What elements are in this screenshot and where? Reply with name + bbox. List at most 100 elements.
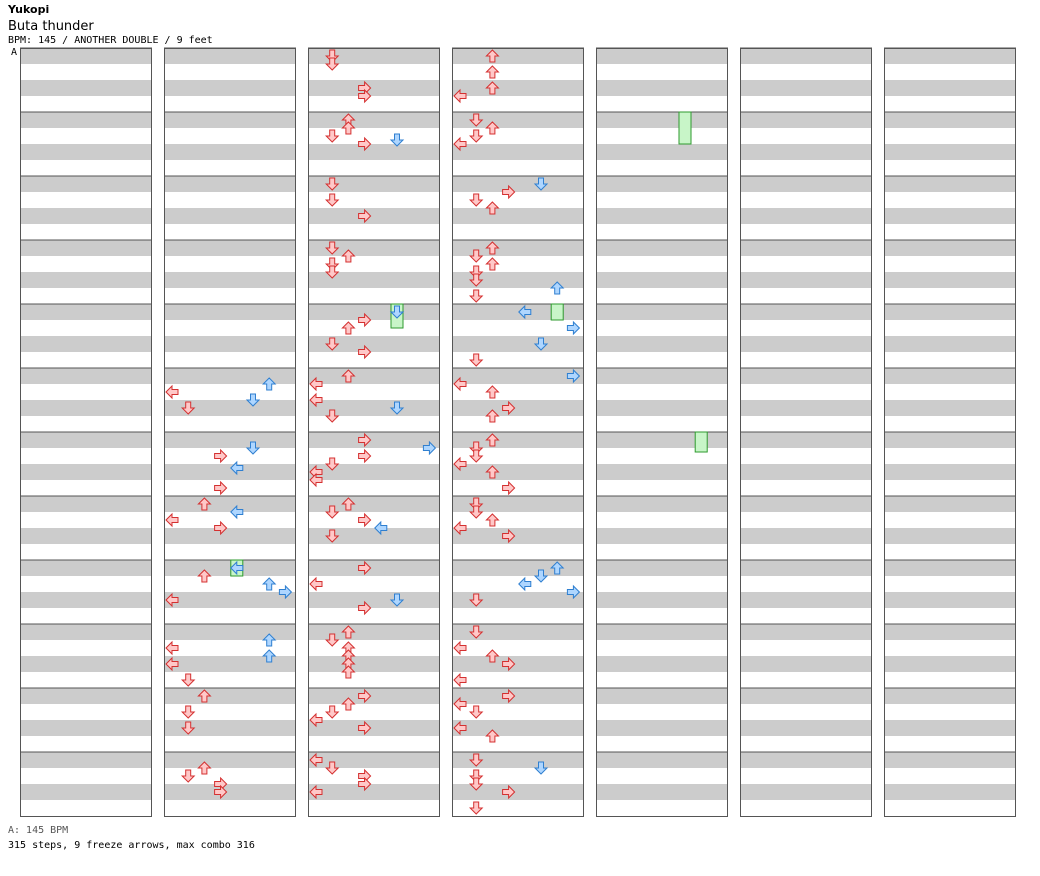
beat-band <box>452 256 584 272</box>
beat-band <box>452 528 584 544</box>
beat-band <box>20 704 152 720</box>
left-arrow-note <box>518 304 532 320</box>
beat-band <box>452 640 584 656</box>
left-arrow-note <box>165 640 179 656</box>
left-arrow-note <box>518 576 532 592</box>
beat-band <box>452 288 584 304</box>
right-arrow-note <box>358 312 372 328</box>
beat-band <box>452 384 584 400</box>
beat-band <box>596 736 728 752</box>
beat-band <box>740 48 872 64</box>
beat-band <box>884 672 1016 688</box>
down-arrow-note <box>468 113 484 127</box>
up-arrow-note <box>485 121 500 135</box>
chart-column <box>20 47 152 817</box>
beat-band <box>596 224 728 240</box>
beat-band <box>740 720 872 736</box>
beat-band <box>164 400 296 416</box>
beat-band <box>308 432 440 448</box>
beat-band <box>308 176 440 192</box>
beat-band <box>308 208 440 224</box>
beat-band <box>452 240 584 256</box>
down-arrow-note <box>533 569 549 583</box>
down-arrow-note <box>468 449 484 463</box>
beat-band <box>164 512 296 528</box>
beat-band <box>164 448 296 464</box>
chart-stats: 315 steps, 9 freeze arrows, max combo 31… <box>8 840 255 851</box>
beat-band <box>884 576 1016 592</box>
right-arrow-note <box>566 584 581 600</box>
right-arrow-note <box>422 440 437 456</box>
down-arrow-note <box>324 57 340 71</box>
down-arrow-note <box>324 193 340 207</box>
beat-band <box>452 704 584 720</box>
down-arrow-note <box>324 177 340 191</box>
right-arrow-note <box>502 656 516 672</box>
beat-band <box>740 736 872 752</box>
left-arrow-note <box>165 512 179 528</box>
beat-band <box>596 768 728 784</box>
beat-band <box>308 192 440 208</box>
beat-band <box>884 560 1016 576</box>
beat-band <box>164 656 296 672</box>
beat-band <box>164 784 296 800</box>
beat-band <box>596 480 728 496</box>
beat-band <box>308 112 440 128</box>
beat-band <box>884 608 1016 624</box>
up-arrow-note <box>485 241 500 255</box>
left-arrow-note <box>453 456 467 472</box>
down-arrow-note <box>468 273 484 287</box>
beat-band <box>308 512 440 528</box>
beat-band <box>740 176 872 192</box>
beat-band <box>452 192 584 208</box>
beat-band <box>740 80 872 96</box>
left-arrow-note <box>453 376 467 392</box>
right-arrow-note <box>566 320 581 336</box>
right-arrow-note <box>214 480 228 496</box>
beat-band <box>452 208 584 224</box>
beat-band <box>884 592 1016 608</box>
up-arrow-note <box>341 249 356 263</box>
beat-band <box>164 240 296 256</box>
beat-band <box>308 384 440 400</box>
beat-band <box>596 656 728 672</box>
beat-band <box>308 576 440 592</box>
beat-band <box>452 80 584 96</box>
column-border <box>740 48 872 817</box>
up-arrow-note <box>197 497 212 511</box>
beat-band <box>308 528 440 544</box>
right-arrow-note <box>566 368 581 384</box>
beat-band <box>452 448 584 464</box>
beat-band <box>596 256 728 272</box>
beat-band <box>884 80 1016 96</box>
up-arrow-note <box>341 121 356 135</box>
beat-band <box>884 352 1016 368</box>
right-arrow-note <box>358 208 372 224</box>
beat-band <box>20 672 152 688</box>
beat-band <box>596 800 728 816</box>
beat-band <box>740 288 872 304</box>
left-arrow-note <box>309 392 323 408</box>
beat-band <box>452 496 584 512</box>
beat-band <box>884 720 1016 736</box>
up-arrow-note <box>485 81 500 95</box>
beat-band <box>308 272 440 288</box>
down-arrow-note <box>180 721 196 735</box>
beat-band <box>452 720 584 736</box>
down-arrow-note <box>468 289 484 303</box>
beat-band <box>308 800 440 816</box>
beat-band <box>164 432 296 448</box>
beat-band <box>740 624 872 640</box>
beat-band <box>20 512 152 528</box>
beat-band <box>20 480 152 496</box>
beat-band <box>20 224 152 240</box>
beat-band <box>884 144 1016 160</box>
right-arrow-note <box>358 776 372 792</box>
beat-band <box>164 176 296 192</box>
chart-column <box>740 47 872 817</box>
down-arrow-note <box>389 305 405 319</box>
right-arrow-note <box>502 688 516 704</box>
beat-band <box>740 112 872 128</box>
beat-band <box>740 208 872 224</box>
beat-band <box>308 736 440 752</box>
